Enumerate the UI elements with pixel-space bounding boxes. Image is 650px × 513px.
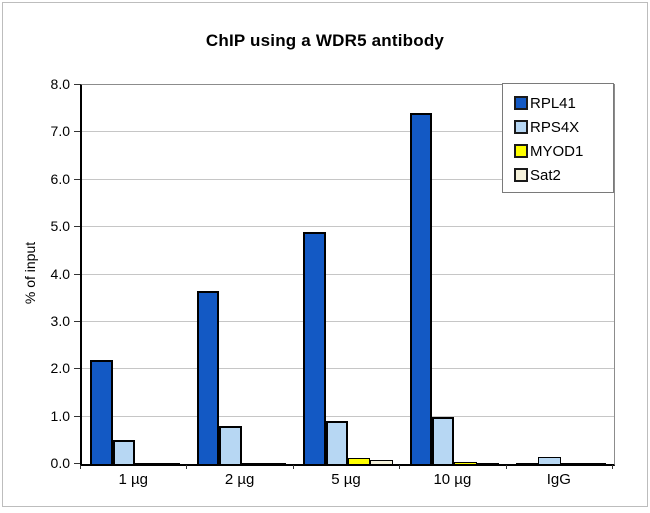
x-tick-mark bbox=[80, 465, 81, 469]
y-tick-mark bbox=[74, 273, 80, 275]
bar-MYOD1-5 µg bbox=[348, 458, 371, 464]
y-tick-mark bbox=[74, 178, 80, 180]
bar-RPL41-5 µg bbox=[303, 232, 326, 464]
bar-MYOD1-10 µg bbox=[454, 462, 477, 464]
chart-title: ChIP using a WDR5 antibody bbox=[205, 31, 445, 50]
y-tick-mark bbox=[74, 131, 80, 133]
bar-MYOD1-2 µg bbox=[241, 463, 264, 464]
x-axis-category-label: IgG bbox=[546, 471, 571, 488]
y-tick-mark bbox=[74, 320, 80, 322]
bar-Sat2-2 µg bbox=[264, 463, 287, 464]
gridline bbox=[82, 226, 614, 228]
bar-RPS4X-IgG bbox=[538, 457, 561, 464]
y-tick-mark bbox=[74, 84, 80, 85]
legend-swatch-Sat2 bbox=[514, 168, 528, 182]
y-tick-label: 6.0 bbox=[50, 170, 70, 187]
x-tick-mark bbox=[292, 465, 294, 469]
gridline bbox=[82, 320, 614, 322]
bar-RPL41-1 µg bbox=[90, 360, 113, 464]
y-tick-mark bbox=[74, 368, 80, 370]
x-tick-mark bbox=[399, 465, 401, 469]
bar-Sat2-1 µg bbox=[157, 463, 180, 464]
gridline bbox=[82, 131, 614, 133]
gridline bbox=[82, 178, 614, 180]
legend: RPL41 RPS4X MYOD1 Sat2 bbox=[502, 83, 614, 193]
y-tick-label: 1.0 bbox=[50, 407, 70, 424]
legend-swatch-RPS4X bbox=[514, 120, 528, 134]
legend-label: RPS4X bbox=[530, 118, 580, 136]
y-tick-label: 0.0 bbox=[50, 455, 70, 471]
bar-Sat2-IgG bbox=[583, 463, 606, 464]
legend-item: RPL41 bbox=[514, 91, 609, 115]
gridline bbox=[82, 368, 614, 370]
gridline bbox=[82, 273, 614, 275]
x-axis-category-label: 2 µg bbox=[224, 471, 255, 488]
y-tick-label: 8.0 bbox=[50, 76, 70, 92]
legend-swatch-RPL41 bbox=[514, 96, 528, 110]
legend-label: Sat2 bbox=[530, 166, 561, 184]
legend-item: Sat2 bbox=[514, 163, 609, 187]
x-tick-mark bbox=[505, 465, 507, 469]
x-axis-category-label: 1 µg bbox=[118, 471, 148, 488]
bar-MYOD1-IgG bbox=[560, 463, 584, 464]
x-tick-mark bbox=[186, 465, 188, 469]
y-tick-mark bbox=[74, 226, 80, 228]
legend-item: MYOD1 bbox=[514, 139, 609, 163]
x-axis-category-label: 5 µg bbox=[331, 471, 361, 488]
legend-swatch-MYOD1 bbox=[514, 144, 528, 158]
x-tick-mark bbox=[612, 465, 613, 469]
y-tick-label: 5.0 bbox=[50, 218, 70, 235]
bar-RPS4X-5 µg bbox=[325, 421, 348, 464]
bar-Sat2-5 µg bbox=[370, 460, 393, 464]
bar-RPL41-2 µg bbox=[196, 291, 220, 464]
y-tick-label: 3.0 bbox=[50, 312, 70, 329]
y-tick-label: 2.0 bbox=[50, 360, 70, 377]
bar-RPS4X-1 µg bbox=[112, 440, 136, 464]
legend-label: RPL41 bbox=[530, 94, 576, 112]
gridline bbox=[82, 415, 614, 417]
bar-RPL41-IgG bbox=[516, 463, 539, 464]
bar-RPS4X-2 µg bbox=[219, 426, 242, 464]
y-tick-label: 4.0 bbox=[50, 265, 70, 282]
legend-label: MYOD1 bbox=[530, 142, 584, 160]
bar-Sat2-10 µg bbox=[476, 463, 500, 464]
legend-item: RPS4X bbox=[514, 115, 609, 139]
bar-RPS4X-10 µg bbox=[432, 417, 455, 464]
bar-RPL41-10 µg bbox=[409, 113, 432, 464]
y-tick-mark bbox=[74, 463, 80, 464]
bar-MYOD1-1 µg bbox=[135, 463, 158, 464]
y-tick-label: 7.0 bbox=[50, 123, 70, 140]
x-axis-category-label: 10 µg bbox=[433, 471, 472, 488]
y-tick-mark bbox=[74, 415, 80, 417]
